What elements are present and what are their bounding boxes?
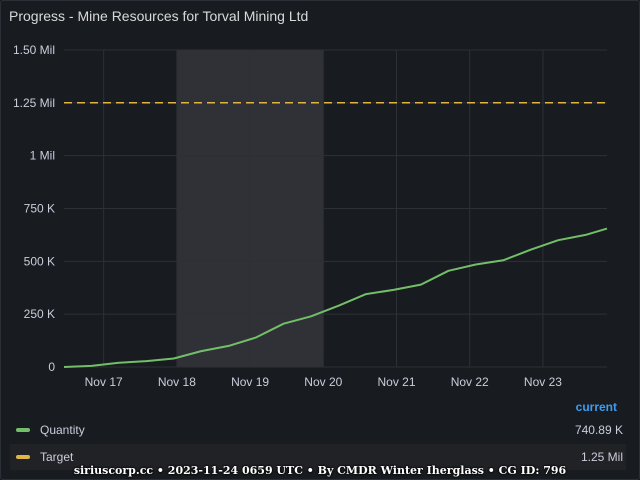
- y-tick-label: 1.25 Mil: [13, 96, 55, 110]
- legend-item-target[interactable]: Target 1.25 Mil: [10, 444, 626, 470]
- series-line-quantity: [63, 227, 608, 368]
- legend-swatch-target: [16, 455, 30, 459]
- y-tick-label: 500 K: [24, 254, 55, 268]
- line-chart[interactable]: 0 250 K 500 K 750 K 1 Mil 1.25 Mil 1.50 Mil Nov…: [0, 0, 640, 400]
- y-tick-label: 1 Mil: [30, 149, 55, 163]
- y-tick-label: 1.50 Mil: [13, 43, 55, 57]
- x-tick-label: Nov 20: [304, 375, 342, 389]
- legend-label-target: Target: [40, 450, 74, 464]
- legend-value-quantity: 740.89 K: [574, 423, 623, 437]
- footer-watermark: siriuscorp.cc • 2023-11-24 0659 UTC • By…: [73, 464, 567, 477]
- legend-header-current[interactable]: current: [575, 400, 617, 414]
- x-tick-label: Nov 17: [85, 375, 123, 389]
- legend-label-quantity: Quantity: [40, 423, 85, 437]
- x-tick-label: Nov 18: [158, 375, 196, 389]
- legend-item-quantity[interactable]: Quantity 740.89 K: [10, 417, 626, 443]
- y-tick-label: 250 K: [24, 307, 55, 321]
- legend-swatch-quantity: [16, 428, 30, 432]
- x-tick-label: Nov 23: [524, 375, 562, 389]
- legend-value-target: 1.25 Mil: [580, 450, 623, 464]
- panel-title: Progress - Mine Resources for Torval Min…: [9, 8, 309, 24]
- y-tick-label: 0: [48, 360, 55, 374]
- x-tick-label: Nov 19: [231, 375, 269, 389]
- x-tick-label: Nov 22: [451, 375, 489, 389]
- y-tick-label: 750 K: [24, 202, 55, 216]
- x-tick-label: Nov 21: [377, 375, 415, 389]
